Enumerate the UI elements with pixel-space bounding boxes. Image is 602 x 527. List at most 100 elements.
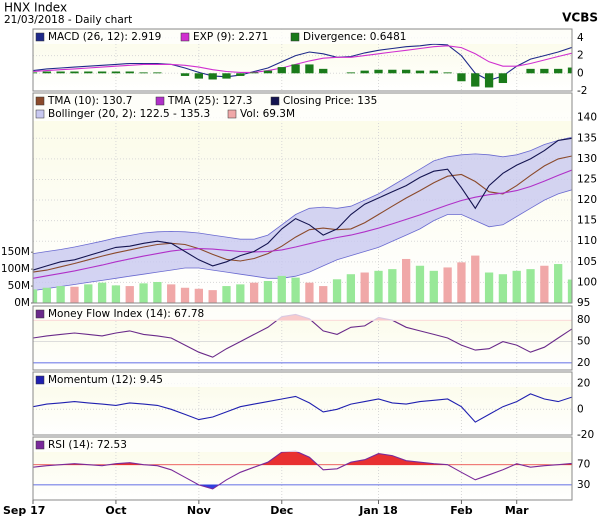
legend-label: TMA (10): 130.7 bbox=[47, 95, 132, 107]
bar bbox=[208, 290, 217, 303]
y-tick-label: 125 bbox=[577, 173, 597, 185]
y-tick-label: 50 bbox=[577, 336, 590, 348]
bar bbox=[319, 286, 328, 303]
plot-area bbox=[33, 136, 572, 303]
bar bbox=[125, 286, 134, 303]
bar bbox=[305, 282, 314, 303]
bar bbox=[194, 73, 203, 79]
y-tick-label: 0 bbox=[577, 403, 584, 415]
bar bbox=[208, 73, 217, 80]
bar bbox=[402, 69, 411, 74]
bar bbox=[111, 285, 121, 303]
bar bbox=[222, 73, 231, 79]
y-tick-label: 70 bbox=[577, 459, 590, 471]
x-tick-label: Oct bbox=[105, 504, 126, 517]
y-tick-label: -20 bbox=[577, 429, 594, 441]
bar bbox=[180, 287, 190, 303]
legend-swatch bbox=[35, 440, 45, 450]
bar bbox=[540, 68, 549, 74]
legend-swatch bbox=[180, 32, 190, 42]
panel-border bbox=[32, 92, 573, 304]
bar bbox=[332, 279, 342, 303]
legend-label: Money Flow Index (14): 67.78 bbox=[48, 308, 204, 320]
legend-swatch bbox=[35, 309, 45, 319]
legend-label: Vol: 69.3M bbox=[240, 108, 295, 120]
legend-label: Momentum (12): 9.45 bbox=[48, 374, 163, 386]
bar bbox=[498, 73, 508, 84]
bar bbox=[277, 275, 286, 303]
legend-label: RSI (14): 72.53 bbox=[48, 439, 127, 451]
legend-swatch bbox=[227, 109, 237, 119]
panel-border bbox=[32, 305, 573, 371]
bar bbox=[194, 288, 203, 303]
y-tick-label: 30 bbox=[577, 479, 590, 491]
bar bbox=[360, 70, 369, 74]
chart-subtitle: 21/03/2018 - Daily chart bbox=[4, 14, 132, 26]
bar bbox=[484, 73, 494, 88]
bar bbox=[263, 280, 273, 303]
series-line bbox=[33, 137, 572, 271]
bar bbox=[471, 255, 480, 303]
plot-area bbox=[33, 393, 572, 423]
bar bbox=[249, 282, 259, 303]
bar bbox=[84, 71, 93, 74]
y-tick-label: 115 bbox=[577, 215, 597, 227]
bar bbox=[402, 258, 411, 303]
bar bbox=[305, 64, 314, 74]
legend-label: Closing Price: 135 bbox=[283, 95, 377, 107]
bar bbox=[84, 284, 93, 303]
panel-border bbox=[32, 371, 573, 436]
bar bbox=[319, 68, 328, 74]
bar bbox=[277, 67, 286, 74]
bar bbox=[42, 71, 51, 74]
y-tick-label: 130 bbox=[577, 153, 597, 165]
bar bbox=[484, 272, 494, 303]
bar bbox=[554, 264, 563, 303]
bar bbox=[42, 287, 51, 303]
bar bbox=[153, 282, 162, 303]
bar bbox=[263, 70, 273, 74]
legend-swatch bbox=[155, 96, 165, 106]
band-lower bbox=[33, 189, 572, 291]
plot-area bbox=[33, 450, 572, 490]
y-tick-label: 120 bbox=[577, 194, 597, 206]
y-tick-label: 135 bbox=[577, 132, 597, 144]
bar bbox=[457, 73, 466, 82]
bar bbox=[554, 68, 563, 74]
y2-tick-label: 100M bbox=[1, 263, 30, 275]
x-tick-label: Jan 18 bbox=[358, 504, 397, 517]
bar bbox=[512, 270, 521, 303]
bar bbox=[415, 265, 425, 303]
series-line bbox=[33, 43, 572, 81]
legend-swatch bbox=[35, 375, 45, 385]
bar bbox=[70, 286, 79, 303]
bar bbox=[125, 71, 134, 74]
y2-tick-label: 50M bbox=[8, 280, 30, 292]
bar bbox=[471, 73, 480, 87]
y-tick-label: 105 bbox=[577, 256, 597, 268]
bar bbox=[498, 274, 508, 303]
x-tick-label: Sep 17 bbox=[3, 504, 45, 517]
y2-tick-label: 150M bbox=[1, 246, 30, 258]
legend-background bbox=[33, 372, 572, 387]
legend-swatch bbox=[35, 96, 45, 106]
bar bbox=[167, 284, 176, 303]
bar bbox=[249, 72, 259, 74]
bar bbox=[443, 72, 452, 74]
legend-label: EXP (9): 2.271 bbox=[193, 31, 268, 43]
bar bbox=[360, 272, 369, 303]
y-tick-label: -2 bbox=[577, 85, 587, 97]
series-line bbox=[33, 45, 572, 73]
bar bbox=[346, 72, 356, 74]
plot-area bbox=[33, 43, 572, 88]
bar bbox=[443, 267, 452, 303]
legend-swatch bbox=[290, 32, 300, 42]
bar bbox=[567, 67, 572, 74]
bar bbox=[526, 269, 535, 303]
bar bbox=[56, 286, 65, 303]
bar bbox=[346, 274, 356, 303]
bar bbox=[70, 71, 79, 74]
legend-swatch bbox=[35, 32, 45, 42]
legend-swatch bbox=[270, 96, 280, 106]
